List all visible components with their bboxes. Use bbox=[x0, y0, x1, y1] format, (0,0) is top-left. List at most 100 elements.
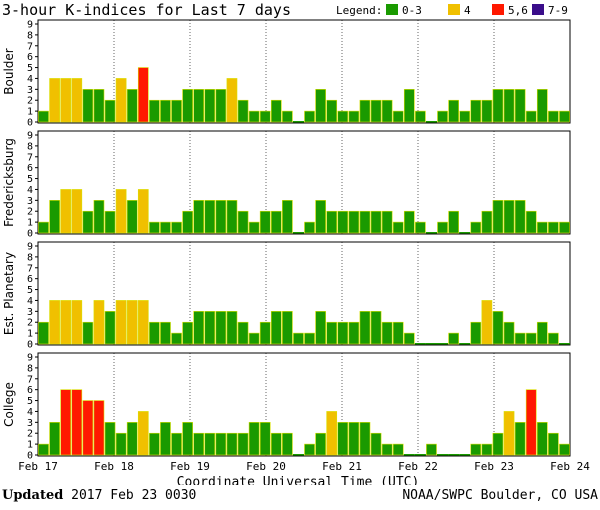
bar bbox=[381, 210, 393, 234]
bar bbox=[215, 432, 227, 456]
y-tick-label: 4 bbox=[27, 296, 33, 307]
y-tick-label: 4 bbox=[27, 74, 33, 85]
bar bbox=[470, 321, 482, 345]
bar bbox=[514, 89, 526, 123]
bar bbox=[248, 221, 260, 234]
bar bbox=[193, 432, 205, 456]
legend-swatch bbox=[492, 4, 504, 15]
bar bbox=[548, 221, 559, 234]
bar bbox=[403, 210, 415, 234]
y-tick-label: 3 bbox=[27, 85, 33, 96]
station-label: Boulder bbox=[2, 48, 16, 95]
bar bbox=[304, 443, 315, 456]
bar bbox=[448, 332, 459, 345]
bar bbox=[126, 200, 138, 234]
bar bbox=[548, 110, 559, 123]
bar bbox=[60, 78, 72, 123]
bar bbox=[171, 221, 182, 234]
bar bbox=[115, 300, 127, 345]
x-tick-label: Feb 19 bbox=[170, 460, 210, 473]
bar bbox=[137, 67, 149, 123]
bar bbox=[160, 221, 171, 234]
y-tick-label: 6 bbox=[27, 163, 33, 174]
bar bbox=[182, 210, 193, 234]
bar bbox=[437, 454, 449, 456]
y-tick-label: 2 bbox=[27, 429, 33, 440]
bar bbox=[437, 110, 448, 123]
bar bbox=[38, 443, 49, 456]
bar bbox=[348, 422, 360, 456]
bar bbox=[270, 432, 282, 456]
bar bbox=[315, 311, 326, 345]
bar bbox=[525, 110, 537, 123]
bar bbox=[470, 443, 482, 456]
bar bbox=[237, 321, 249, 345]
y-tick-label: 8 bbox=[27, 141, 33, 152]
bar bbox=[337, 210, 349, 234]
panel-frame bbox=[37, 352, 571, 457]
station-label: Fredericksburg bbox=[2, 138, 16, 227]
station-label: Est. Planetary bbox=[2, 252, 16, 335]
bar bbox=[559, 110, 570, 123]
bar bbox=[481, 300, 493, 345]
bar bbox=[270, 311, 282, 345]
y-tick-label: 9 bbox=[27, 131, 33, 142]
bar bbox=[414, 454, 426, 456]
bar bbox=[204, 200, 216, 234]
bar bbox=[126, 300, 138, 345]
bar bbox=[237, 432, 249, 456]
bar bbox=[71, 189, 83, 234]
bar bbox=[215, 200, 227, 234]
x-tick-label: Feb 22 bbox=[398, 460, 438, 473]
bar bbox=[137, 189, 149, 234]
bar bbox=[448, 99, 459, 123]
bar bbox=[182, 422, 193, 456]
bar bbox=[392, 321, 404, 345]
bar bbox=[104, 311, 116, 345]
bar bbox=[149, 321, 160, 345]
bar bbox=[160, 99, 171, 123]
bar bbox=[226, 78, 238, 123]
bar bbox=[49, 422, 60, 456]
bar bbox=[359, 422, 371, 456]
y-tick-label: 4 bbox=[27, 185, 33, 196]
bar bbox=[226, 200, 238, 234]
bar bbox=[149, 99, 160, 123]
x-tick-label: Feb 18 bbox=[94, 460, 134, 473]
bar bbox=[503, 89, 515, 123]
bar bbox=[126, 89, 138, 123]
bar bbox=[326, 411, 338, 456]
bar bbox=[248, 110, 260, 123]
legend-item-label: 0-3 bbox=[402, 4, 422, 17]
bar bbox=[536, 89, 548, 123]
y-tick-label: 0 bbox=[27, 229, 33, 240]
bar bbox=[259, 321, 271, 345]
bar bbox=[270, 210, 282, 234]
bar bbox=[270, 99, 282, 123]
bar bbox=[470, 99, 482, 123]
bar bbox=[182, 89, 193, 123]
bar bbox=[115, 432, 127, 456]
bar bbox=[559, 221, 570, 234]
bar bbox=[348, 210, 360, 234]
bar bbox=[459, 343, 471, 345]
bar bbox=[481, 443, 493, 456]
bar bbox=[82, 400, 94, 456]
bar bbox=[370, 311, 382, 345]
y-tick-label: 5 bbox=[27, 396, 33, 407]
bar bbox=[193, 311, 205, 345]
bar bbox=[248, 422, 260, 456]
y-tick-label: 9 bbox=[27, 353, 33, 364]
y-tick-label: 0 bbox=[27, 118, 33, 129]
y-tick-label: 8 bbox=[27, 363, 33, 374]
y-tick-label: 9 bbox=[27, 242, 33, 253]
bar bbox=[282, 200, 293, 234]
bar bbox=[381, 443, 393, 456]
bar bbox=[525, 332, 537, 345]
legend-item-label: 4 bbox=[464, 4, 471, 17]
bar bbox=[137, 300, 149, 345]
y-tick-label: 2 bbox=[27, 318, 33, 329]
bar bbox=[426, 443, 437, 456]
